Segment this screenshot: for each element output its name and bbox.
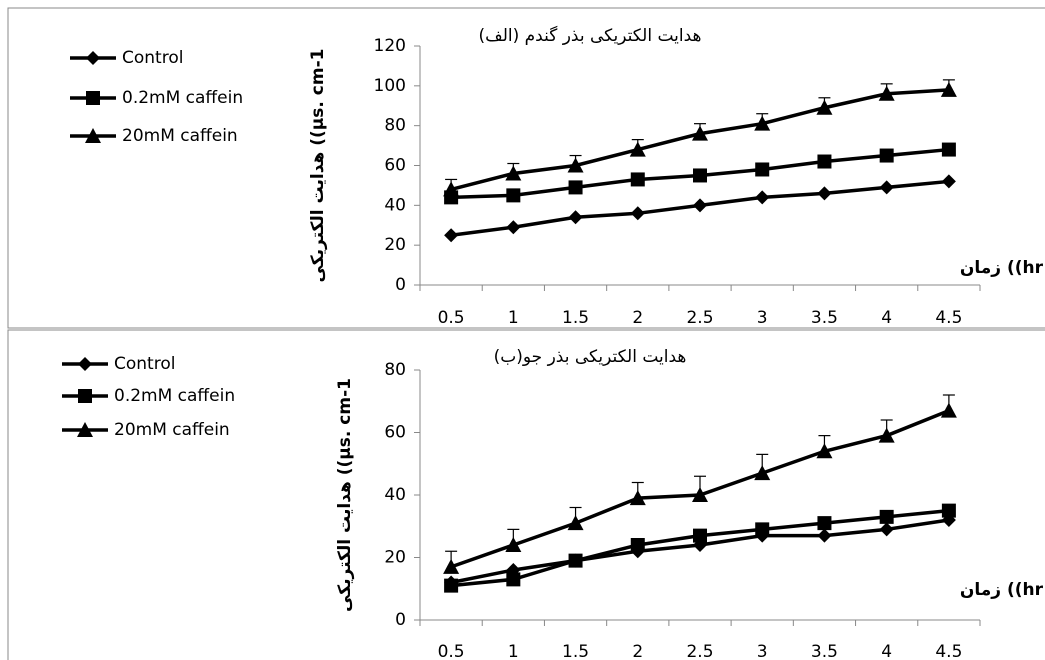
data-point [630, 172, 645, 187]
data-point [443, 181, 460, 197]
x-tick-label: 4.5 [935, 642, 962, 660]
data-point [754, 465, 771, 481]
data-point [817, 186, 832, 201]
y-tick-label: 40 [384, 195, 406, 215]
x-tick-label: 1.5 [562, 308, 589, 328]
x-axis-label: زمان ((hr [960, 258, 1044, 278]
data-point [630, 538, 645, 552]
legend-label: Control [122, 48, 183, 68]
data-point [629, 141, 646, 157]
y-tick-label: 80 [384, 116, 406, 136]
y-tick-label: 80 [384, 360, 406, 380]
y-tick-label: 120 [374, 36, 406, 56]
legend-label: 20mM caffein [122, 126, 238, 146]
data-point [816, 443, 833, 459]
data-point [879, 522, 894, 537]
data-point [693, 528, 707, 543]
data-point [444, 228, 459, 243]
data-point [755, 190, 770, 205]
data-point [443, 558, 460, 574]
x-tick-label: 0.5 [438, 642, 465, 660]
y-tick-label: 100 [374, 76, 406, 96]
legend-marker [78, 357, 92, 371]
y-axis-label: هدایت الکتریکی ((µs. cm-1 [308, 49, 328, 283]
y-axis-label: هدایت الکتریکی ((µs. cm-1 [335, 378, 355, 612]
data-point [693, 168, 707, 183]
data-point [693, 198, 707, 213]
data-point [506, 220, 521, 235]
y-tick-label: 20 [384, 235, 406, 255]
chart-title: هدایت الکتریکی بذر گندم (الف) [478, 25, 701, 46]
data-point [692, 125, 708, 141]
panel-border [7, 7, 1045, 329]
data-point [817, 516, 832, 531]
data-point [505, 537, 522, 552]
x-tick-label: 2.5 [686, 642, 713, 660]
data-point [630, 206, 645, 221]
data-point [444, 578, 459, 593]
legend-marker [77, 422, 93, 437]
y-tick-label: 60 [384, 156, 406, 176]
x-tick-label: 4 [881, 642, 892, 660]
data-point [817, 154, 832, 169]
data-point [879, 509, 894, 524]
data-point [506, 188, 521, 203]
x-tick-label: 1.5 [562, 642, 589, 660]
x-axis-label: زمان ((hr [960, 580, 1044, 600]
x-tick-label: 3.5 [811, 308, 838, 328]
x-tick-label: 2 [632, 642, 643, 660]
chart-title: هدایت الکتریکی بذر جو(ب) [494, 347, 687, 367]
x-tick-label: 4 [881, 308, 892, 328]
x-tick-label: 3 [757, 642, 768, 660]
data-point [878, 427, 895, 443]
x-tick-label: 0.5 [438, 308, 465, 328]
x-tick-label: 4.5 [935, 308, 962, 328]
x-tick-label: 2.5 [686, 308, 713, 328]
data-point [567, 157, 584, 173]
data-point [568, 210, 583, 225]
panel-border [7, 329, 1045, 660]
data-point [568, 553, 583, 568]
legend-label: 20mM caffein [114, 420, 230, 440]
data-point [941, 174, 956, 189]
legend-label: Control [114, 354, 175, 374]
x-tick-label: 2 [632, 308, 643, 328]
legend-label: 0.2mM caffein [122, 88, 243, 108]
x-tick-label: 3 [757, 308, 768, 328]
data-point [940, 402, 957, 418]
data-point [878, 85, 895, 101]
data-point [816, 99, 833, 115]
legend-marker [86, 51, 100, 65]
legend-label: 0.2mM caffein [114, 386, 235, 406]
data-point [817, 528, 832, 543]
legend-marker [86, 91, 100, 105]
data-point [879, 180, 894, 195]
data-point [755, 522, 770, 537]
x-tick-label: 1 [508, 308, 519, 328]
y-tick-label: 0 [395, 610, 406, 630]
x-tick-label: 3.5 [811, 642, 838, 660]
y-tick-label: 60 [384, 423, 406, 443]
data-point [506, 572, 521, 587]
data-point [692, 487, 708, 502]
legend-marker [85, 128, 101, 143]
data-point [754, 115, 771, 131]
legend-marker [78, 389, 92, 403]
y-tick-label: 20 [384, 548, 406, 568]
data-point [941, 503, 956, 518]
data-point [629, 490, 646, 506]
y-tick-label: 40 [384, 485, 406, 505]
data-point [567, 515, 584, 531]
data-point [879, 148, 894, 163]
data-point [505, 165, 522, 181]
data-point [755, 162, 770, 177]
y-tick-label: 0 [395, 275, 406, 295]
x-tick-label: 1 [508, 642, 519, 660]
data-point [568, 180, 583, 195]
data-point [941, 142, 956, 157]
data-point [940, 81, 957, 97]
